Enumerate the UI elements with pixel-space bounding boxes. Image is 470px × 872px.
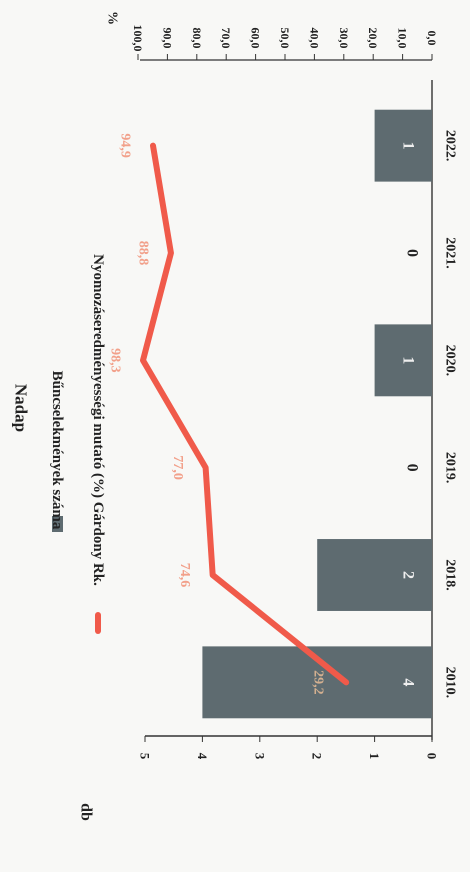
category-label: 2010. (443, 667, 458, 699)
right-axis-tick-label: 60,0 (249, 28, 263, 49)
right-axis-tick-label: 40,0 (307, 28, 321, 49)
legend-label-bar: Bűncselekmények száma (49, 371, 65, 530)
right-axis-tick-label: 30,0 (337, 28, 351, 49)
line-point (204, 466, 208, 470)
category-label: 2022. (443, 130, 458, 162)
chart-title: Nadap (12, 384, 31, 432)
line-value-label: 77,0 (170, 455, 185, 480)
left-axis-tick-label: 1 (367, 753, 382, 760)
legend-swatch-line (95, 612, 101, 634)
line-value-label: 74,6 (177, 563, 192, 588)
right-axis-tick-label: 100,0 (131, 25, 145, 52)
bar-value-label: 0 (404, 464, 421, 472)
left-axis-tick-label: 2 (310, 753, 325, 760)
line-point (141, 358, 145, 362)
bar-2018 (317, 539, 432, 611)
right-axis-tick-label: 0,0 (425, 31, 439, 46)
category-label: 2020. (443, 345, 458, 377)
right-axis-label: % (105, 11, 120, 25)
right-axis-tick-label: 70,0 (219, 28, 233, 49)
right-axis-tick-label: 80,0 (190, 28, 204, 49)
category-label: 2019. (443, 452, 458, 484)
left-axis-label: db (78, 803, 95, 821)
right-axis-tick-label: 50,0 (278, 28, 292, 49)
category-label: 2018. (443, 559, 458, 591)
line-point (151, 144, 155, 148)
bar-2022 (374, 109, 432, 182)
left-axis-tick-label: 5 (138, 753, 153, 760)
line-value-label: 88,8 (135, 241, 150, 266)
line-point (211, 573, 215, 577)
line-value-label: 94,9 (117, 133, 132, 158)
bar-value-label: 1 (400, 356, 417, 364)
bar-value-label: 0 (404, 249, 421, 257)
category-label: 2021. (443, 237, 458, 269)
bar-value-label: 1 (400, 142, 417, 150)
legend-swatch-bar (52, 516, 63, 532)
bar-value-label: 2 (400, 571, 417, 579)
line-value-label: 98,3 (107, 348, 122, 373)
line-value-label: 29,2 (311, 670, 326, 695)
legend-label-line: Nyomozáseredményességi mutató (%) Gárdon… (90, 254, 106, 586)
right-axis-tick-label: 20,0 (366, 28, 380, 49)
left-axis-tick-label: 0 (425, 753, 440, 760)
bar-value-label: 4 (400, 678, 417, 686)
line-point (344, 680, 348, 684)
right-axis-tick-label: 10,0 (396, 28, 410, 49)
line-point (169, 251, 173, 255)
line-series-path (139, 142, 350, 686)
right-axis-tick-label: 90,0 (160, 28, 174, 49)
bar-2020 (374, 324, 432, 397)
left-axis-tick-label: 4 (195, 753, 210, 760)
left-axis-tick-label: 3 (252, 753, 267, 760)
